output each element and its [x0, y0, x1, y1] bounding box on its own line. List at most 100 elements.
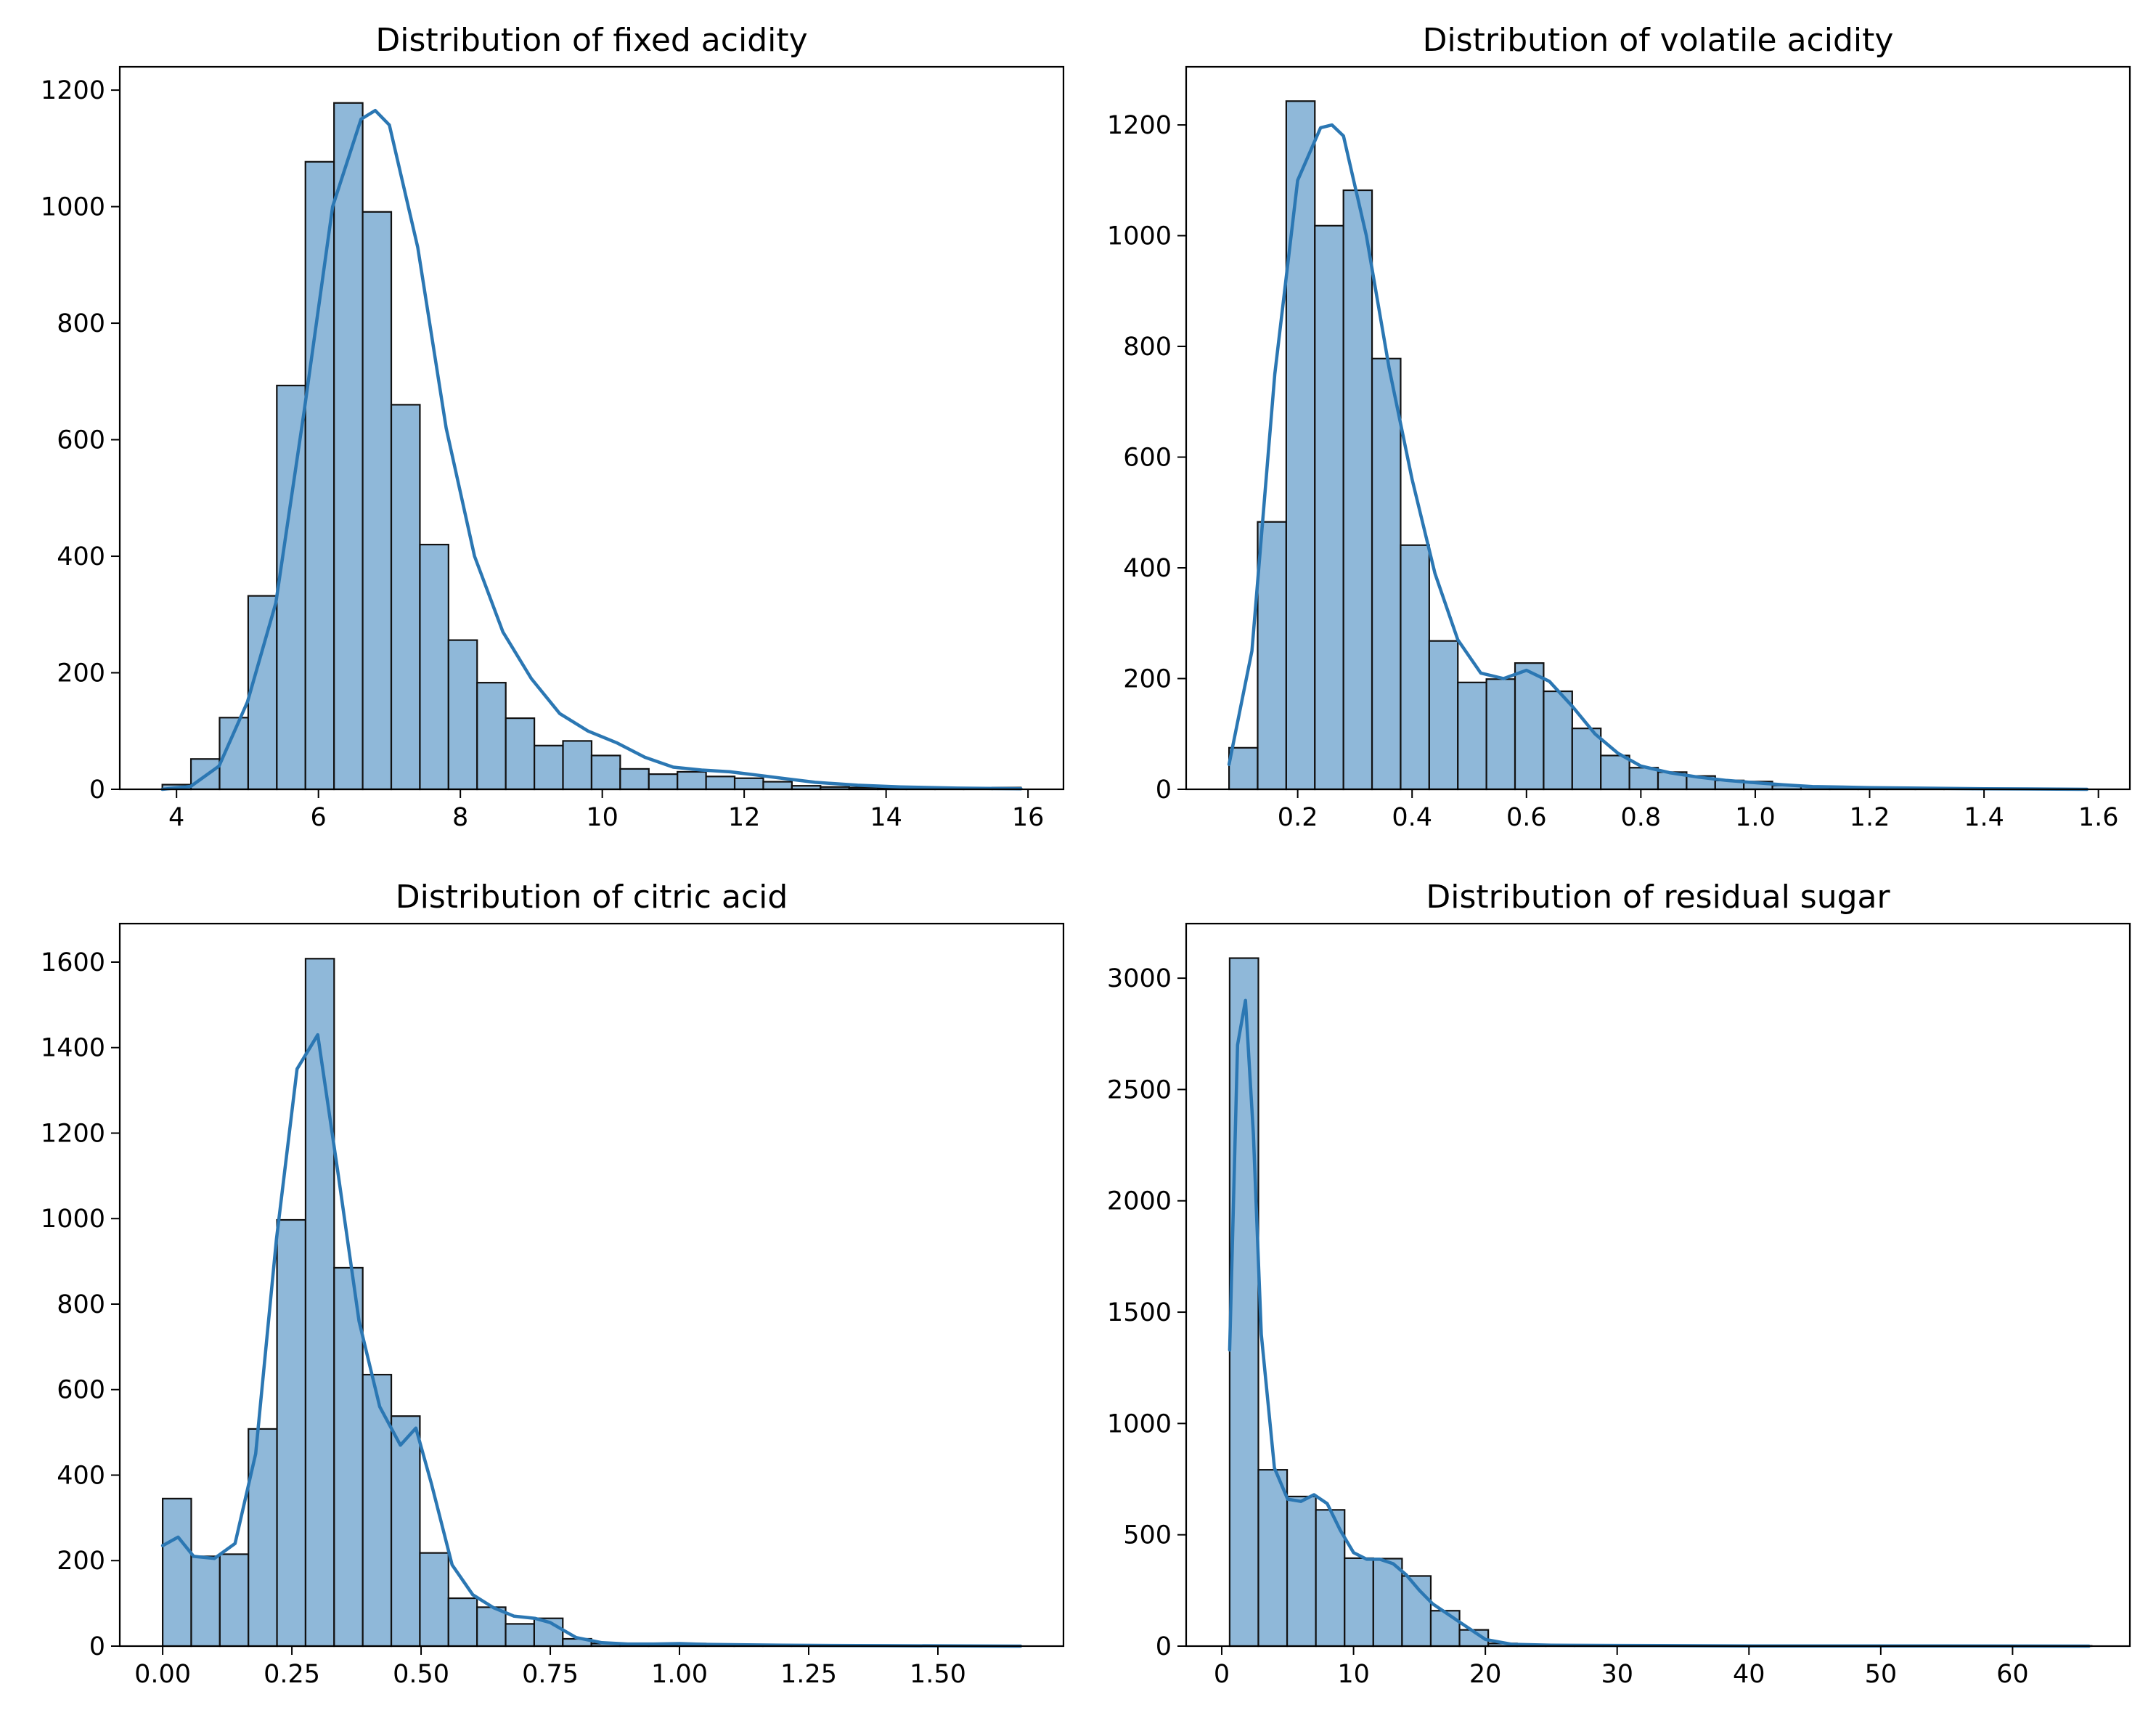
histogram-bar	[276, 384, 306, 791]
y-tick-label: 0	[1156, 775, 1172, 805]
histogram-bar	[505, 1623, 536, 1648]
y-tick-label: 1000	[41, 1205, 105, 1234]
y-tick-label: 600	[57, 1376, 105, 1405]
histogram-bar	[1372, 1558, 1403, 1648]
y-tick-label: 600	[57, 426, 105, 455]
histogram-bar	[619, 768, 650, 791]
y-tick-label: 1500	[1107, 1298, 1172, 1327]
y-tick-label: 2000	[1107, 1187, 1172, 1216]
y-tick-label: 800	[1123, 333, 1172, 362]
y-tick-label: 1400	[41, 1034, 105, 1063]
y-tick-label: 800	[57, 1290, 105, 1319]
panel-fixed-acidity: Distribution of fixed acidity 4 6 8 10 12 14 1…	[41, 22, 1065, 832]
histogram-bar	[1628, 767, 1659, 791]
histogram-bar	[562, 740, 593, 791]
y-tick-label: 400	[1123, 554, 1172, 583]
histogram-bar	[419, 543, 449, 791]
histogram-bar	[390, 1415, 421, 1648]
histogram-bar	[304, 160, 335, 791]
histogram-bar	[1257, 521, 1287, 791]
chart-title: Distribution of fixed acidity	[375, 22, 807, 59]
y-tick-label: 800	[57, 309, 105, 338]
chart-title: Distribution of volatile acidity	[1423, 22, 1894, 59]
histogram-bar	[1344, 1557, 1374, 1648]
histogram-bar	[304, 958, 335, 1648]
x-tick-label: 1.50	[910, 1660, 966, 1689]
histogram-bar	[276, 1218, 307, 1648]
histogram-bar	[219, 1553, 250, 1648]
histogram-bar	[762, 781, 793, 791]
histogram-bar	[476, 1606, 507, 1648]
x-tick-label: 1.25	[780, 1660, 837, 1689]
histogram-bar	[419, 1552, 449, 1648]
x-tick-label: 0.4	[1392, 803, 1432, 832]
y-tick-label: 0	[1156, 1632, 1172, 1661]
x-tick-label: 1.2	[1850, 803, 1890, 832]
x-tick-label: 8	[452, 803, 468, 832]
histogram-bar	[190, 1555, 221, 1648]
panel-volatile-acidity: Distribution of volatile acidity 0.2 0.4 0…	[1107, 22, 2131, 832]
x-tick-label: 1.4	[1964, 803, 2004, 832]
x-tick-label: 0.8	[1621, 803, 1662, 832]
x-tick-label: 0.2	[1278, 803, 1318, 832]
y-tick-label: 1600	[41, 948, 105, 977]
y-tick-label: 1200	[41, 1119, 105, 1148]
histogram-bar	[1285, 100, 1316, 791]
histogram-bar	[505, 717, 536, 791]
histogram-bar	[362, 211, 393, 791]
histogram-bar	[1429, 1610, 1461, 1648]
kde-line	[1228, 998, 2091, 1648]
histogram-bar	[1286, 1495, 1317, 1648]
kde-line	[1227, 123, 2089, 791]
x-tick-label: 6	[311, 803, 327, 832]
y-tick-label: 600	[1123, 444, 1172, 473]
histogram-bar	[1228, 957, 1259, 1648]
y-tick-label: 2500	[1107, 1075, 1172, 1104]
x-tick-label: 1.6	[2078, 803, 2119, 832]
x-tick-label: 0.50	[393, 1660, 449, 1689]
histogram-bar	[447, 1597, 478, 1648]
axes-frame	[1185, 65, 2131, 791]
histogram-bar	[1514, 662, 1545, 791]
histogram-bar	[447, 639, 478, 791]
x-tick-label: 14	[870, 803, 902, 832]
histogram-bar	[590, 754, 621, 791]
chart-title: Distribution of citric acid	[396, 879, 788, 916]
histogram-bar	[1342, 189, 1373, 791]
histogram-bar	[534, 744, 564, 791]
x-tick-label: 12	[728, 803, 761, 832]
histogram-bar	[705, 775, 736, 791]
histogram-bar	[1400, 544, 1430, 791]
y-tick-label: 1200	[1107, 111, 1172, 140]
x-tick-label: 4	[168, 803, 184, 832]
y-tick-label: 3000	[1107, 964, 1172, 993]
axes-frame	[118, 922, 1065, 1648]
y-tick-label: 1200	[41, 76, 105, 105]
histogram-bar	[1428, 640, 1459, 791]
x-tick-label: 0.6	[1506, 803, 1547, 832]
x-tick-label: 0.75	[522, 1660, 579, 1689]
axes-frame	[1185, 922, 2131, 1648]
panel-residual-sugar: Distribution of residual sugar 0 10 20 30 40…	[1107, 879, 2131, 1689]
y-tick-label: 0	[89, 775, 105, 805]
histogram-bar	[333, 102, 364, 791]
x-tick-label: 0.00	[134, 1660, 191, 1689]
x-tick-label: 50	[1865, 1660, 1898, 1689]
histogram-bar	[648, 773, 679, 791]
x-tick-label: 1.0	[1735, 803, 1776, 832]
histogram-bar	[161, 1497, 192, 1648]
histogram-bar	[1371, 357, 1402, 791]
y-tick-label: 1000	[1107, 222, 1172, 251]
kde-line	[160, 108, 1023, 791]
x-tick-label: 0	[1214, 1660, 1230, 1689]
y-tick-label: 200	[57, 1547, 105, 1576]
x-tick-label: 60	[1996, 1660, 2029, 1689]
chart-title: Distribution of residual sugar	[1426, 879, 1890, 916]
histogram-bar	[1485, 678, 1516, 791]
histogram-bar	[362, 1374, 393, 1648]
histogram-bar	[1571, 728, 1602, 791]
kde-line	[160, 1033, 1023, 1648]
histogram-bar	[476, 682, 507, 791]
y-tick-label: 400	[57, 542, 105, 571]
